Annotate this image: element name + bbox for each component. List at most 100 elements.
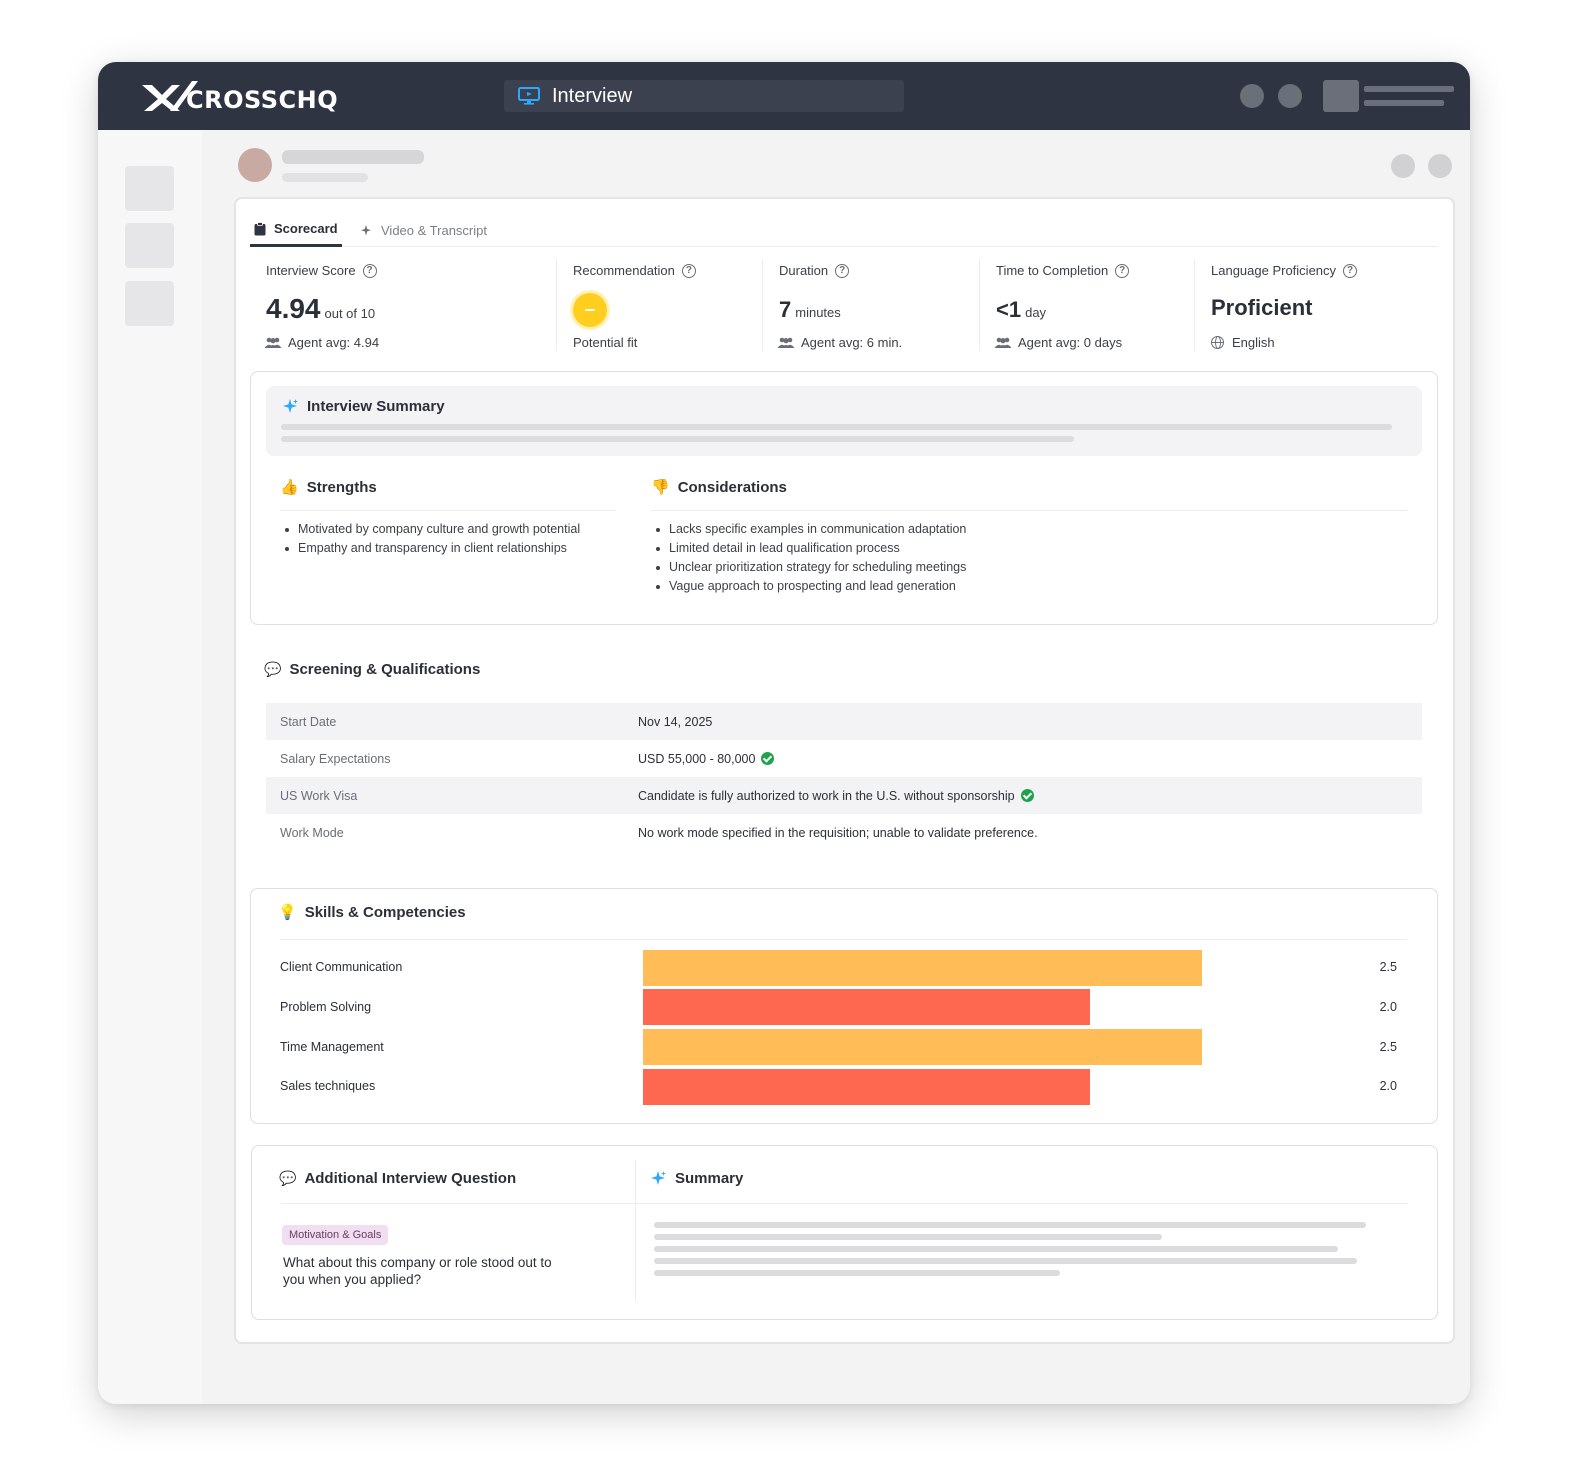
user-avatar-icon[interactable] bbox=[1323, 80, 1359, 112]
thumbs-down-icon: 👎 bbox=[651, 479, 670, 496]
divider bbox=[281, 1203, 635, 1204]
speech-bubble-icon: 💬 bbox=[279, 1170, 297, 1186]
check-circle-icon bbox=[1020, 789, 1034, 802]
agent-avg-score: Agent avg: 4.94 bbox=[288, 335, 380, 350]
header-action-icon-1[interactable] bbox=[1391, 154, 1415, 178]
candidate-name-placeholder bbox=[282, 150, 424, 164]
divider bbox=[280, 939, 1407, 940]
summary-text-placeholder bbox=[654, 1234, 1162, 1240]
interview-score-value: 4.94 bbox=[266, 293, 321, 324]
row-label: US Work Visa bbox=[280, 788, 358, 803]
sparkle-icon bbox=[361, 224, 371, 235]
crosschq-logo[interactable]: CROSSCHQ bbox=[140, 78, 338, 114]
skill-value: 2.0 bbox=[1379, 1079, 1397, 1093]
top-bar: CROSSCHQ Interview bbox=[98, 62, 1470, 130]
skill-value: 2.5 bbox=[1379, 1040, 1397, 1054]
table-row: Salary Expectations USD 55,000 - 80,000 bbox=[266, 740, 1422, 777]
people-icon bbox=[777, 337, 795, 348]
user-name-placeholder bbox=[1364, 86, 1454, 92]
help-circle-icon[interactable]: ? bbox=[681, 263, 696, 278]
metric-duration: Duration? 7 minutes Agent avg: 6 min. bbox=[762, 259, 979, 351]
notification-icon[interactable] bbox=[1240, 84, 1264, 108]
tab-bar: Scorecard Video & Transcript bbox=[250, 213, 1438, 247]
summary-title: Summary bbox=[675, 1170, 744, 1187]
help-icon[interactable] bbox=[1278, 84, 1302, 108]
metric-recommendation: Recommendation? Potential fit bbox=[556, 259, 762, 351]
help-circle-icon[interactable]: ? bbox=[362, 263, 377, 278]
scorecard-panel: Scorecard Video & Transcript Interview S… bbox=[234, 197, 1455, 1344]
people-icon bbox=[994, 337, 1012, 348]
metrics-row: Interview Score? 4.94 out of 10 Agent avg… bbox=[250, 259, 1438, 351]
row-value: Nov 14, 2025 bbox=[638, 714, 713, 729]
sidebar bbox=[98, 130, 202, 1404]
recommendation-value: Potential fit bbox=[573, 335, 638, 350]
row-value: USD 55,000 - 80,000 bbox=[638, 751, 756, 766]
divider bbox=[280, 510, 616, 511]
summary-text-placeholder bbox=[654, 1246, 1338, 1252]
considerations-title: Considerations bbox=[677, 478, 787, 496]
metric-time-to-completion: Time to Completion? <1 day Agent avg: 0 d… bbox=[979, 259, 1194, 351]
screening-title: Screening & Qualifications bbox=[289, 661, 481, 678]
candidate-avatar bbox=[238, 148, 272, 182]
vertical-divider bbox=[635, 1160, 636, 1302]
completion-unit: day bbox=[1025, 305, 1047, 320]
list-item: Lacks specific examples in communication… bbox=[653, 520, 966, 539]
considerations-list: Lacks specific examples in communication… bbox=[653, 520, 966, 596]
divider bbox=[636, 1203, 1408, 1204]
list-item: Unclear prioritization strategy for sche… bbox=[653, 558, 966, 577]
header-action-icon-2[interactable] bbox=[1428, 154, 1452, 178]
skills-card: 💡 Skills & Competencies Client Communica… bbox=[250, 888, 1438, 1124]
table-row: Work Mode No work mode specified in the … bbox=[266, 814, 1422, 851]
help-circle-icon[interactable]: ? bbox=[1343, 263, 1358, 278]
sidebar-item-2[interactable] bbox=[125, 223, 174, 268]
page-title-bar: Interview bbox=[504, 80, 904, 112]
agent-avg-duration: Agent avg: 6 min. bbox=[801, 335, 903, 350]
question-text: What about this company or role stood ou… bbox=[283, 1255, 552, 1287]
tab-scorecard[interactable]: Scorecard bbox=[250, 213, 342, 247]
summary-box bbox=[266, 386, 1422, 456]
logo-text: CROSSCHQ bbox=[186, 86, 339, 114]
help-circle-icon[interactable]: ? bbox=[835, 263, 850, 278]
globe-icon bbox=[1211, 336, 1224, 349]
table-row: US Work Visa Candidate is fully authoriz… bbox=[266, 777, 1422, 814]
skill-bar bbox=[643, 989, 1090, 1025]
check-circle-icon bbox=[761, 752, 775, 765]
list-item: Limited detail in lead qualification pro… bbox=[653, 539, 966, 558]
strengths-list: Motivated by company culture and growth … bbox=[282, 520, 580, 558]
metric-language-proficiency: Language Proficiency? Proficient English bbox=[1194, 259, 1438, 351]
summary-text-placeholder bbox=[654, 1222, 1366, 1228]
interview-summary-card: Interview Summary 👍 Strengths Motivated … bbox=[250, 371, 1438, 625]
tab-video-transcript[interactable]: Video & Transcript bbox=[360, 213, 487, 247]
row-label: Work Mode bbox=[280, 825, 344, 840]
potential-fit-icon bbox=[573, 293, 607, 327]
skill-bar bbox=[643, 950, 1202, 986]
list-item: Motivated by company culture and growth … bbox=[282, 520, 580, 539]
skill-value: 2.0 bbox=[1379, 1000, 1397, 1014]
metric-interview-score: Interview Score? 4.94 out of 10 Agent avg… bbox=[250, 259, 556, 351]
list-item: Vague approach to prospecting and lead g… bbox=[653, 577, 966, 596]
summary-text-placeholder bbox=[654, 1270, 1060, 1276]
skill-label: Sales techniques bbox=[280, 1079, 376, 1093]
metric-label: Language Proficiency bbox=[1211, 263, 1337, 278]
sidebar-item-3[interactable] bbox=[125, 281, 174, 326]
sidebar-item-1[interactable] bbox=[125, 166, 174, 211]
skills-title: Skills & Competencies bbox=[304, 903, 466, 921]
additional-question-card: 💬 Additional Interview Question Motivati… bbox=[251, 1145, 1438, 1320]
people-icon bbox=[264, 337, 282, 348]
agent-avg-completion: Agent avg: 0 days bbox=[1018, 335, 1123, 350]
skill-bar bbox=[643, 1029, 1202, 1065]
clipboard-icon bbox=[254, 221, 266, 235]
thumbs-up-icon: 👍 bbox=[280, 479, 299, 496]
language-name: English bbox=[1232, 335, 1275, 350]
question-category-badge: Motivation & Goals bbox=[282, 1225, 389, 1245]
skill-value: 2.5 bbox=[1379, 960, 1397, 974]
help-circle-icon[interactable]: ? bbox=[1115, 263, 1130, 278]
app-window: CROSSCHQ Interview bbox=[98, 62, 1470, 1404]
monitor-icon bbox=[518, 87, 540, 105]
table-row: Start Date Nov 14, 2025 bbox=[266, 703, 1422, 740]
metric-label: Duration bbox=[779, 263, 829, 278]
additional-question-title: Additional Interview Question bbox=[304, 1170, 517, 1187]
interview-summary-title: Interview Summary bbox=[307, 398, 445, 415]
skill-bar bbox=[643, 1069, 1090, 1105]
sparkle-icon bbox=[283, 399, 298, 413]
